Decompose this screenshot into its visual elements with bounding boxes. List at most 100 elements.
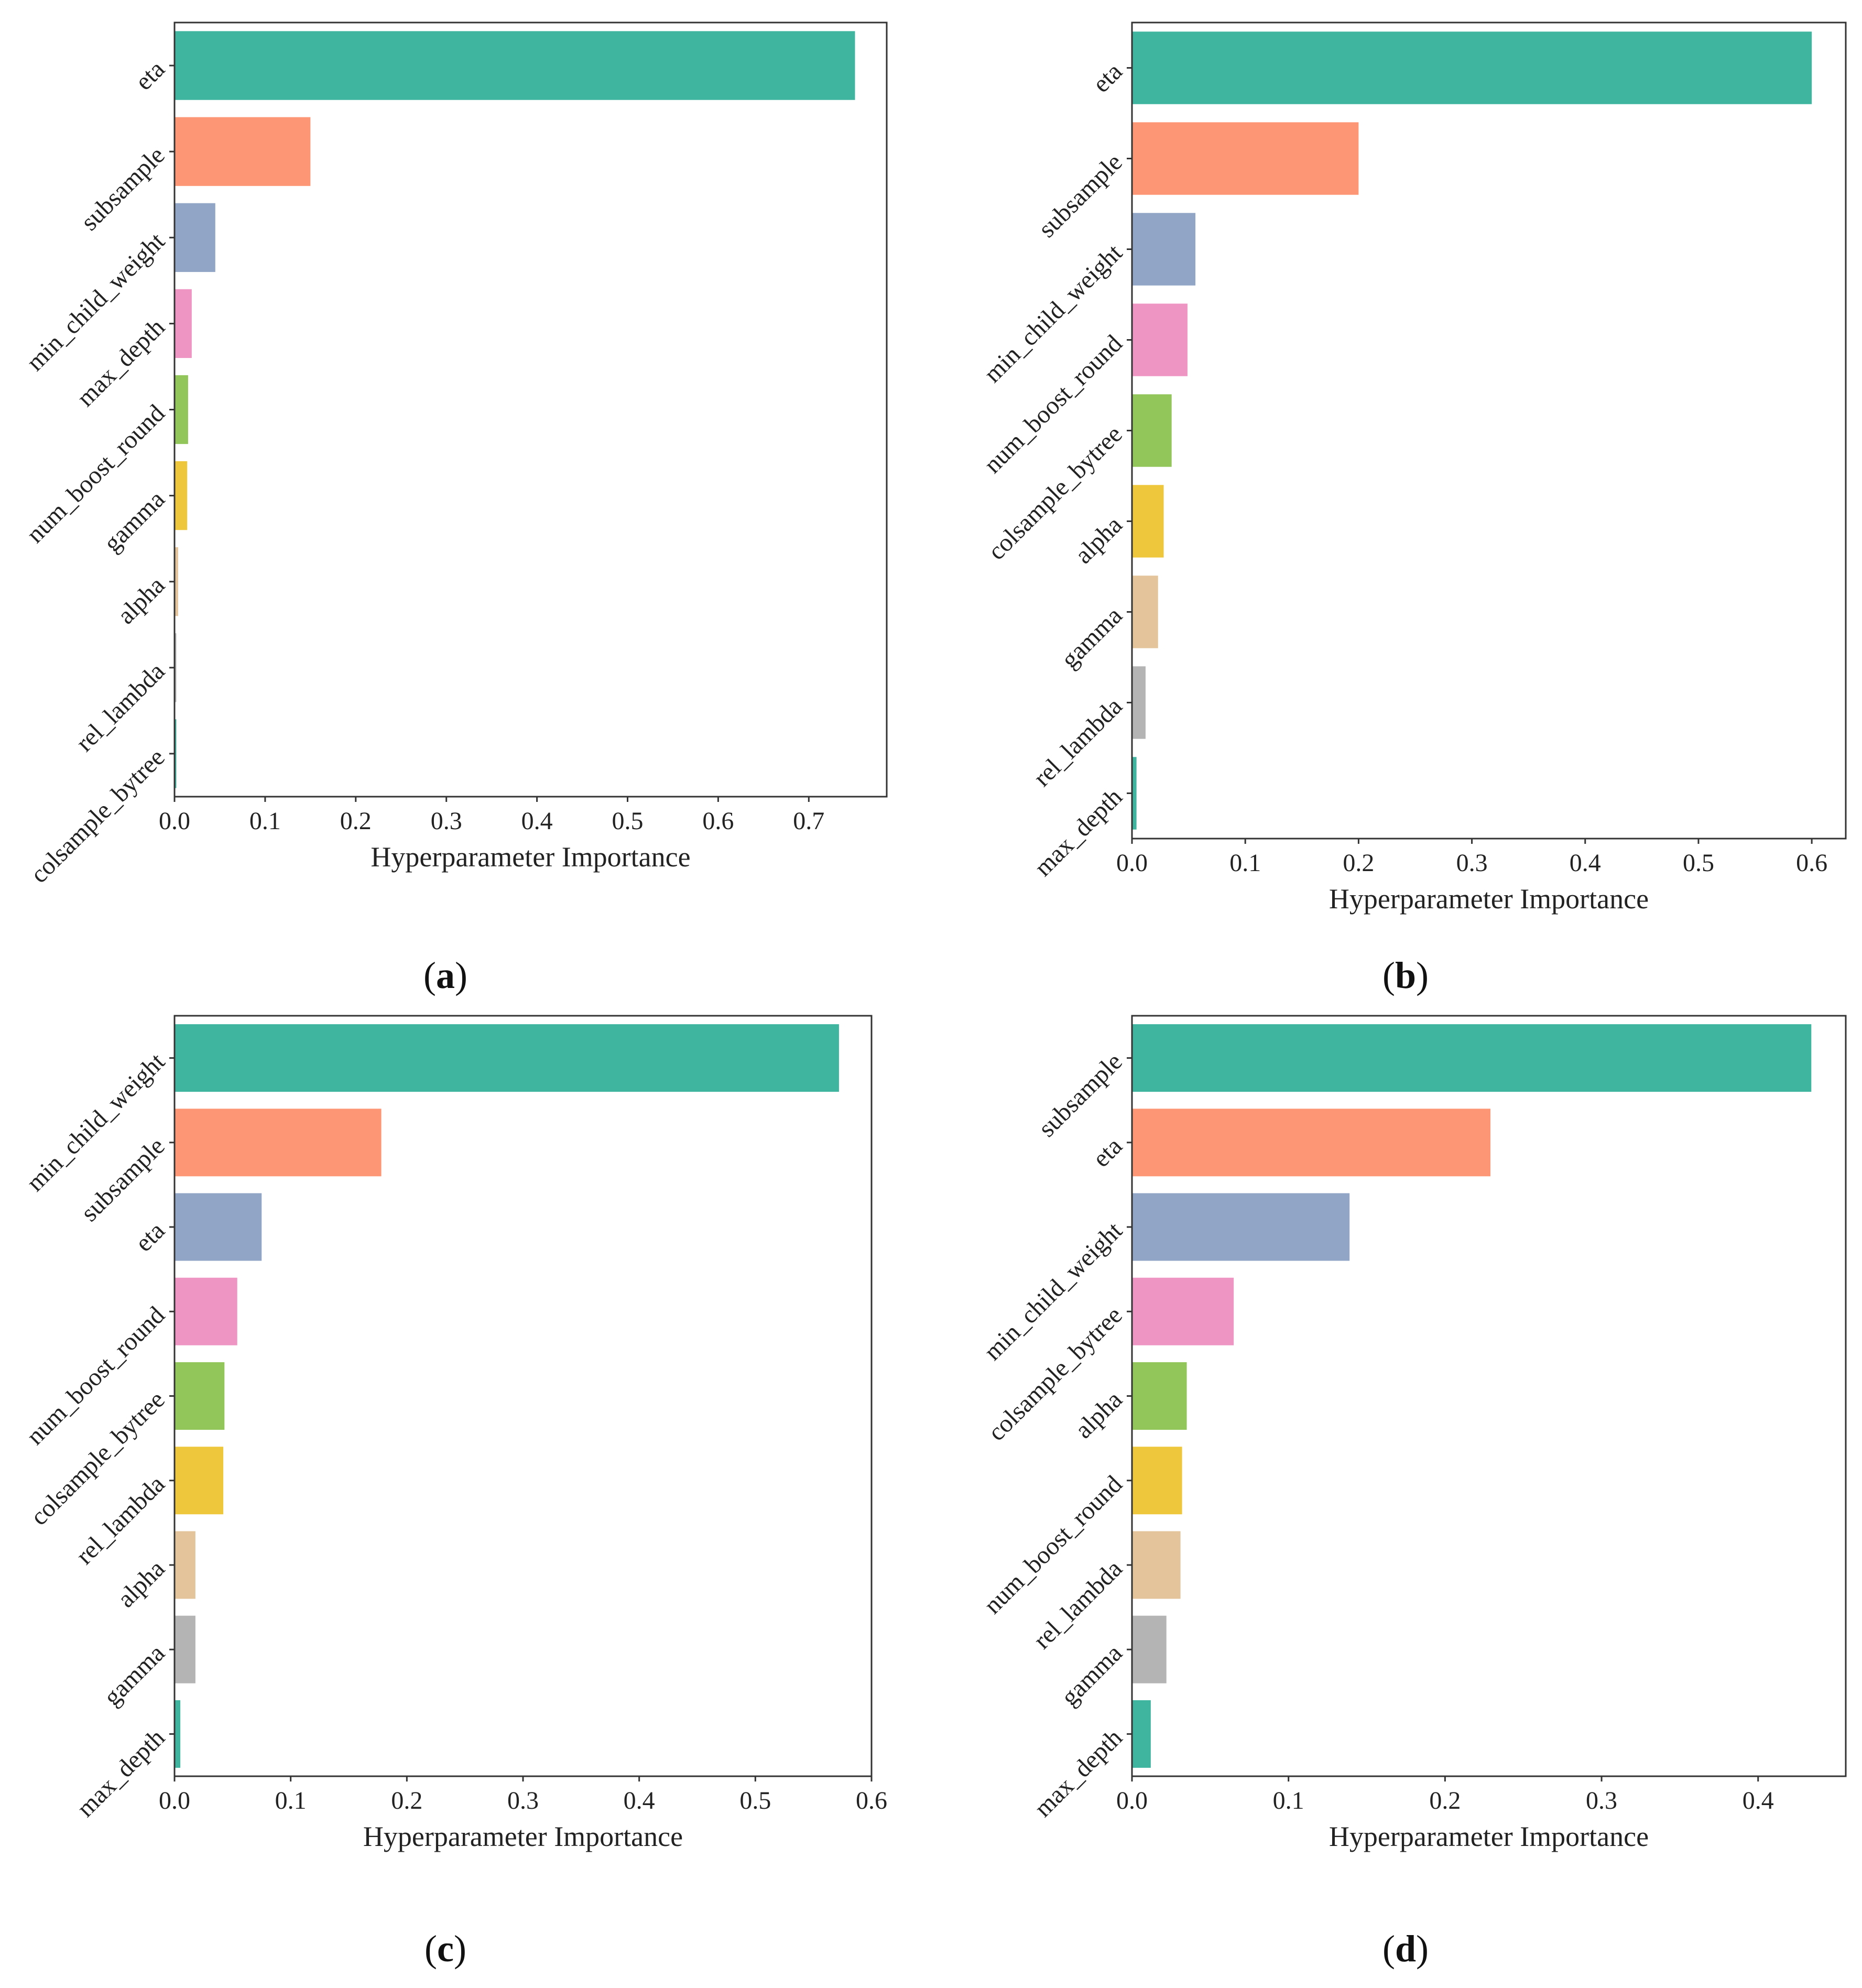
panel-caption-c: (c)	[424, 1928, 466, 1970]
x-tick-label: 0.1	[249, 807, 281, 835]
x-tick-label: 0.6	[1796, 849, 1827, 877]
bar-max_depth	[1132, 1700, 1151, 1768]
x-tick-label: 0.5	[612, 807, 644, 835]
y-tick-label: num_boost_round	[21, 1301, 170, 1451]
y-tick-label: eta	[1087, 1132, 1128, 1172]
bar-alpha	[175, 1531, 195, 1599]
bar-alpha	[175, 547, 178, 616]
bar-rel_lambda	[175, 1447, 224, 1515]
bar-colsample_bytree	[1132, 1277, 1234, 1345]
bar-subsample	[175, 1109, 382, 1177]
x-tick-label: 0.1	[1273, 1787, 1304, 1815]
x-axis-title: Hyperparameter Importance	[371, 841, 690, 873]
bar-num_boost_round	[175, 375, 188, 444]
bar-eta	[175, 31, 855, 100]
y-tick-label: max_depth	[1029, 1724, 1127, 1822]
bar-eta	[175, 1193, 262, 1261]
bar-alpha	[1132, 1362, 1187, 1430]
y-tick-label: num_boost_round	[978, 1470, 1127, 1620]
bar-num_boost_round	[175, 1277, 237, 1345]
x-tick-label: 0.1	[1229, 849, 1261, 877]
bar-num_boost_round	[1132, 1447, 1182, 1515]
bar-gamma	[1132, 575, 1158, 648]
y-tick-label: alpha	[1070, 1386, 1128, 1444]
bar-colsample_bytree	[1132, 394, 1172, 467]
bar-gamma	[175, 461, 188, 530]
x-tick-label: 0.0	[159, 807, 190, 835]
chart-panel-d: subsampleetamin_child_weightcolsample_by…	[978, 1015, 1847, 1852]
y-tick-label: eta	[130, 1216, 170, 1257]
x-tick-label: 0.3	[1456, 849, 1488, 877]
y-tick-label: colsample_bytree	[25, 743, 170, 888]
x-tick-label: 0.5	[739, 1787, 771, 1815]
panel-caption-a: (a)	[423, 954, 467, 996]
y-tick-label: rel_lambda	[71, 657, 170, 757]
x-tick-label: 0.2	[1429, 1787, 1461, 1815]
x-tick-label: 0.0	[159, 1787, 190, 1815]
x-axis-title: Hyperparameter Importance	[1329, 1821, 1649, 1852]
y-tick-label: gamma	[98, 1639, 170, 1711]
bar-gamma	[175, 1615, 195, 1683]
x-tick-label: 0.3	[507, 1787, 539, 1815]
x-tick-label: 0.6	[702, 807, 734, 835]
chart-panel-a: etasubsamplemin_child_weightmax_depthnum…	[21, 21, 888, 888]
x-tick-label: 0.3	[1586, 1787, 1617, 1815]
panel-caption-d: (d)	[1382, 1928, 1429, 1970]
bar-min_child_weight	[1132, 1193, 1350, 1261]
bar-min_child_weight	[1132, 213, 1196, 286]
y-tick-label: gamma	[1055, 602, 1127, 673]
x-tick-label: 0.4	[1570, 849, 1601, 877]
bar-alpha	[1132, 485, 1164, 558]
x-tick-label: 0.0	[1116, 849, 1148, 877]
y-tick-label: eta	[1087, 58, 1128, 98]
y-tick-label: min_child_weight	[978, 1216, 1128, 1366]
x-tick-label: 0.0	[1116, 1787, 1148, 1815]
bar-gamma	[1132, 1615, 1167, 1683]
x-tick-label: 0.4	[624, 1787, 655, 1815]
y-tick-label: subsample	[1033, 1048, 1128, 1143]
x-tick-label: 0.2	[340, 807, 372, 835]
bar-colsample_bytree	[175, 719, 177, 788]
y-tick-label: subsample	[1033, 148, 1128, 243]
x-tick-label: 0.4	[521, 807, 553, 835]
y-tick-label: max_depth	[71, 1724, 170, 1822]
y-tick-label: max_depth	[1029, 783, 1127, 882]
bar-num_boost_round	[1132, 303, 1188, 376]
x-axis-title: Hyperparameter Importance	[363, 1821, 683, 1852]
bar-rel_lambda	[1132, 1531, 1181, 1599]
bar-min_child_weight	[175, 1024, 839, 1092]
y-tick-label: alpha	[1070, 511, 1128, 569]
bar-subsample	[1132, 122, 1359, 195]
bar-subsample	[175, 117, 311, 186]
x-axis-title: Hyperparameter Importance	[1329, 883, 1649, 915]
bar-colsample_bytree	[175, 1362, 225, 1430]
y-tick-label: alpha	[112, 1555, 170, 1613]
x-tick-label: 0.6	[856, 1787, 887, 1815]
x-tick-label: 0.7	[793, 807, 824, 835]
bar-max_depth	[1132, 757, 1137, 830]
bar-eta	[1132, 31, 1812, 104]
bar-min_child_weight	[175, 203, 215, 272]
y-tick-label: eta	[130, 55, 170, 95]
x-tick-label: 0.5	[1683, 849, 1714, 877]
bar-max_depth	[175, 289, 192, 359]
bar-subsample	[1132, 1024, 1812, 1092]
x-tick-label: 0.2	[391, 1787, 422, 1815]
bar-rel_lambda	[175, 633, 177, 702]
y-tick-label: alpha	[112, 571, 170, 629]
bar-rel_lambda	[1132, 666, 1146, 739]
chart-panel-c: min_child_weightsubsampleetanum_boost_ro…	[21, 1015, 887, 1852]
x-tick-label: 0.3	[431, 807, 462, 835]
x-tick-label: 0.4	[1743, 1787, 1774, 1815]
bar-max_depth	[175, 1700, 181, 1768]
chart-panel-b: etasubsamplemin_child_weightnum_boost_ro…	[978, 21, 1847, 915]
bar-eta	[1132, 1109, 1490, 1177]
x-tick-label: 0.2	[1343, 849, 1374, 877]
y-tick-label: min_child_weight	[21, 1047, 170, 1197]
x-tick-label: 0.1	[275, 1787, 307, 1815]
y-tick-label: gamma	[1055, 1639, 1127, 1711]
panel-caption-b: (b)	[1382, 954, 1429, 996]
y-tick-label: subsample	[75, 141, 170, 236]
y-tick-label: rel_lambda	[1028, 692, 1128, 792]
y-tick-label: gamma	[98, 485, 170, 557]
